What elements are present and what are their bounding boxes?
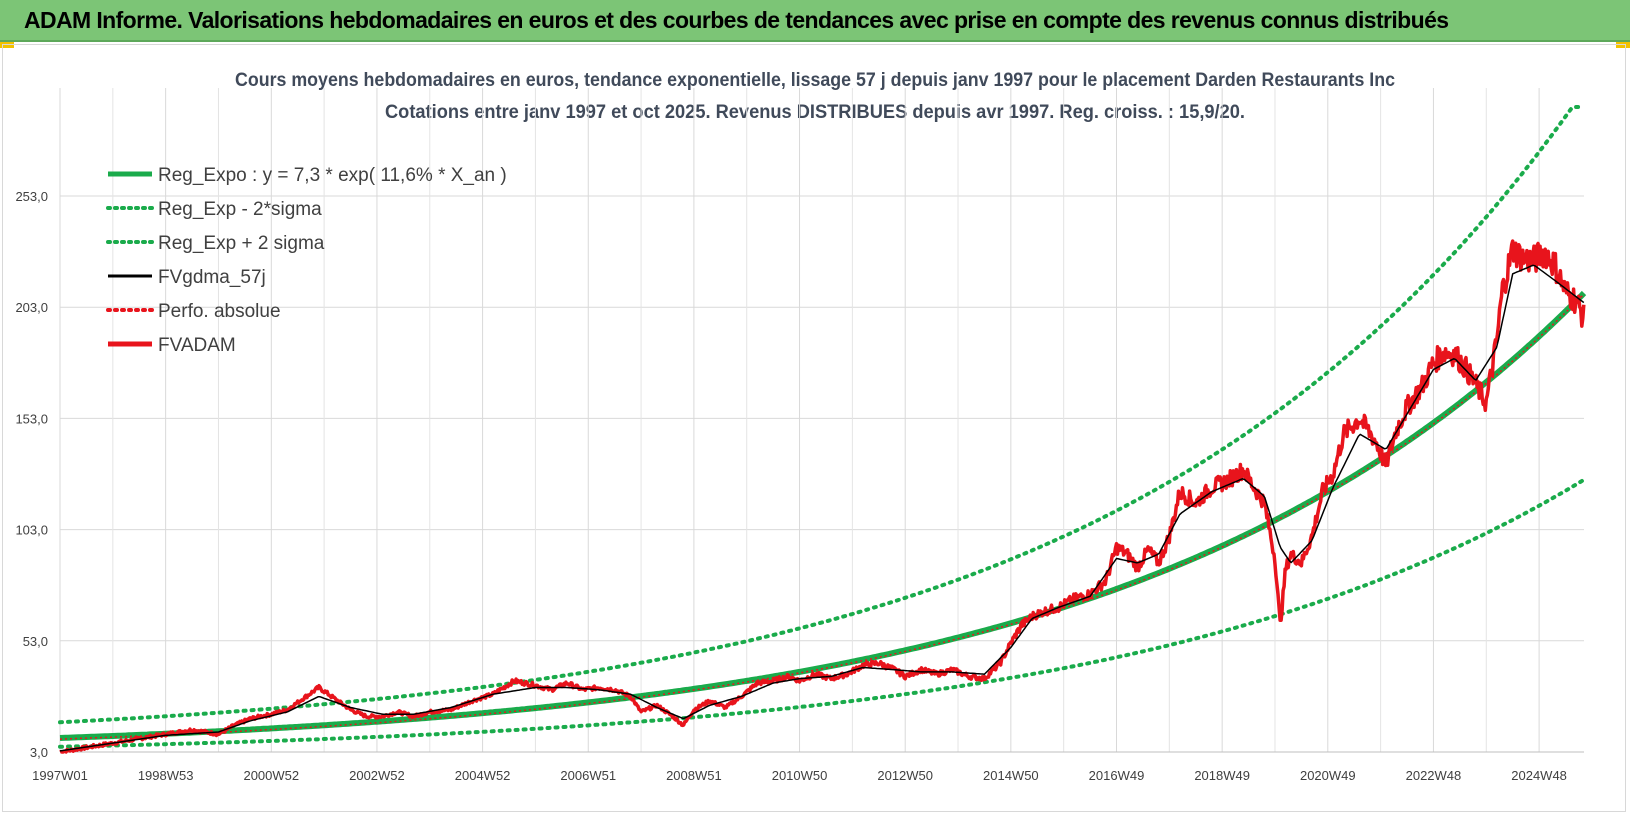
x-tick-label: 2008W51 — [666, 768, 722, 783]
corner-marker-left — [0, 42, 14, 48]
series-perfo-absolue — [59, 293, 1585, 740]
series-reg-exp-plus-2sigma — [58, 105, 1586, 725]
chart-frame — [2, 44, 1626, 812]
x-tick-label: 1998W53 — [138, 768, 194, 783]
legend-label: Reg_Exp + 2 sigma — [158, 233, 325, 254]
x-tick-label: 2018W49 — [1194, 768, 1250, 783]
series-fvadam — [59, 239, 1586, 754]
plot-series — [58, 105, 1587, 754]
legend-label: Perfo. absolue — [158, 301, 281, 322]
x-tick-label: 2002W52 — [349, 768, 405, 783]
x-tick-label: 1997W01 — [32, 768, 88, 783]
chart-title-line1: Cours moyens hebdomadaires en euros, ten… — [235, 70, 1395, 91]
corner-marker-right — [1616, 42, 1630, 48]
x-tick-label: 2024W48 — [1511, 768, 1567, 783]
x-tick-label: 2006W51 — [560, 768, 616, 783]
y-tick-label: 103,0 — [15, 523, 48, 538]
x-tick-label: 2020W49 — [1300, 768, 1356, 783]
grid-lines — [59, 88, 1584, 753]
legend: Reg_Expo : y = 7,3 * exp( 11,6% * X_an )… — [106, 165, 507, 356]
x-tick-label: 2004W52 — [455, 768, 511, 783]
legend-label: Reg_Expo : y = 7,3 * exp( 11,6% * X_an ) — [158, 165, 507, 186]
x-tick-label: 2022W48 — [1406, 768, 1462, 783]
y-tick-label: 253,0 — [15, 189, 48, 204]
y-axis-labels: 3,0 53,0 103,0 153,0 203,0 253,0 — [15, 189, 48, 760]
x-tick-label: 2016W49 — [1089, 768, 1145, 783]
series-fvgdma-57j — [59, 264, 1585, 752]
series-reg-exp-minus-2sigma — [58, 477, 1586, 749]
x-tick-label: 2012W50 — [877, 768, 933, 783]
y-tick-label: 203,0 — [15, 300, 48, 315]
y-tick-label: 153,0 — [15, 411, 48, 426]
y-tick-label: 53,0 — [23, 634, 48, 649]
chart-title-line2: Cotations entre janv 1997 et oct 2025. R… — [385, 102, 1245, 123]
y-tick-label: 3,0 — [30, 745, 48, 760]
legend-label: FVADAM — [158, 335, 236, 356]
legend-label: Reg_Exp - 2*sigma — [158, 199, 322, 220]
legend-label: FVgdma_57j — [158, 267, 266, 288]
x-axis-labels: 1997W01 1998W53 2000W52 2002W52 2004W52 2006W… — [32, 768, 1567, 783]
x-tick-label: 2010W50 — [772, 768, 828, 783]
x-tick-label: 2000W52 — [243, 768, 299, 783]
banner-title: ADAM Informe. Valorisations hebdomadaire… — [24, 7, 1449, 33]
report-banner: ADAM Informe. Valorisations hebdomadaire… — [0, 0, 1630, 42]
series-reg-expo — [59, 290, 1587, 741]
x-tick-label: 2014W50 — [983, 768, 1039, 783]
